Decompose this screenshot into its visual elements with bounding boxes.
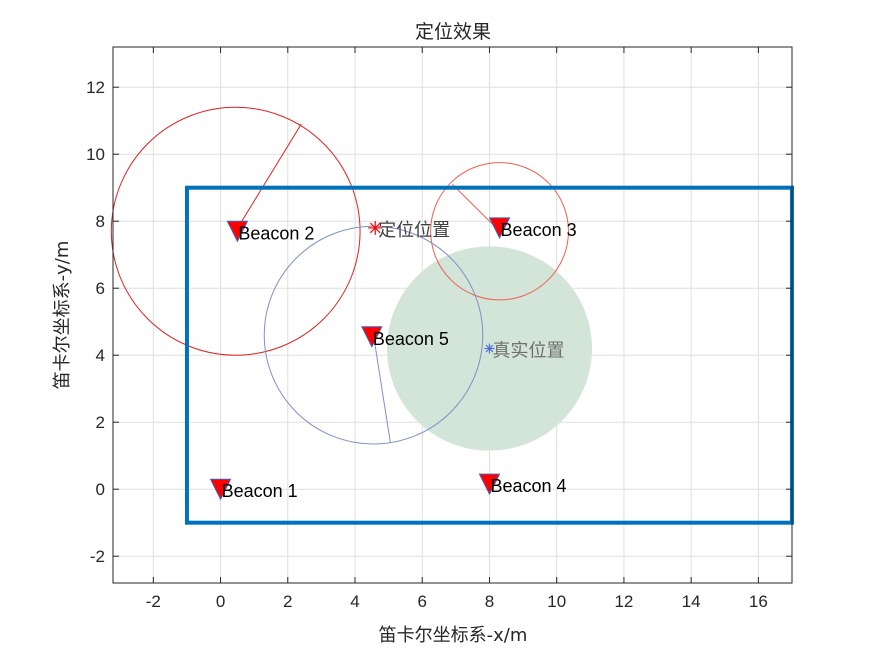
true-position-marker bbox=[484, 343, 495, 354]
y-tick-label: 10 bbox=[86, 145, 105, 164]
beacon-label: Beacon 5 bbox=[373, 329, 449, 349]
x-tick-label: -2 bbox=[146, 592, 161, 611]
x-tick-label: 0 bbox=[216, 592, 225, 611]
x-tick-label: 14 bbox=[682, 592, 701, 611]
y-tick-label: 6 bbox=[96, 279, 105, 298]
true-position-label: 真实位置 bbox=[492, 341, 564, 362]
y-tick-label: 12 bbox=[86, 78, 105, 97]
estimated-position-marker bbox=[368, 220, 383, 235]
y-tick-label: -2 bbox=[90, 547, 105, 566]
x-tick-label: 12 bbox=[614, 592, 633, 611]
x-tick-label: 10 bbox=[547, 592, 566, 611]
x-tick-label: 16 bbox=[749, 592, 768, 611]
x-tick-label: 6 bbox=[418, 592, 427, 611]
beacon-label: Beacon 2 bbox=[238, 223, 314, 243]
y-tick-label: 4 bbox=[96, 346, 105, 365]
estimated-position-label: 定位位置 bbox=[378, 220, 450, 241]
y-tick-label: 0 bbox=[96, 480, 105, 499]
chart-title: 定位效果 bbox=[415, 21, 491, 43]
beacon-marker bbox=[478, 473, 501, 496]
beacon-marker bbox=[488, 217, 511, 240]
x-tick-label: 2 bbox=[283, 592, 292, 611]
range-radius-line bbox=[452, 183, 500, 232]
range-radius-line bbox=[235, 123, 302, 232]
range-circle bbox=[430, 162, 569, 301]
y-axis-label: 笛卡尔坐标系-y/m bbox=[52, 241, 73, 390]
beacon-marker bbox=[226, 220, 249, 243]
beacon-label: Beacon 3 bbox=[501, 220, 577, 240]
axis-ticks: -2 0 2 4 6 8 10 12 14 16 -2 0 2 4 6 8 10 12 bbox=[86, 47, 792, 611]
range-circle bbox=[110, 106, 361, 356]
chart-marks: Beacon 1 Beacon 2 Beacon 3 Beacon 4 Beacon 5… bbox=[209, 217, 577, 501]
y-tick-label: 8 bbox=[96, 212, 105, 231]
beacon-marker bbox=[361, 326, 383, 348]
x-axis-label: 笛卡尔坐标系-x/m bbox=[379, 625, 528, 646]
plot-frame bbox=[112, 46, 793, 584]
beacon-marker bbox=[209, 478, 232, 501]
y-tick-label: 2 bbox=[96, 413, 105, 432]
beacon-label: Beacon 1 bbox=[222, 481, 298, 501]
x-tick-label: 4 bbox=[350, 592, 359, 611]
x-tick-label: 8 bbox=[485, 592, 494, 611]
range-radius-line bbox=[373, 335, 391, 443]
beacon-label: Beacon 4 bbox=[490, 476, 566, 496]
